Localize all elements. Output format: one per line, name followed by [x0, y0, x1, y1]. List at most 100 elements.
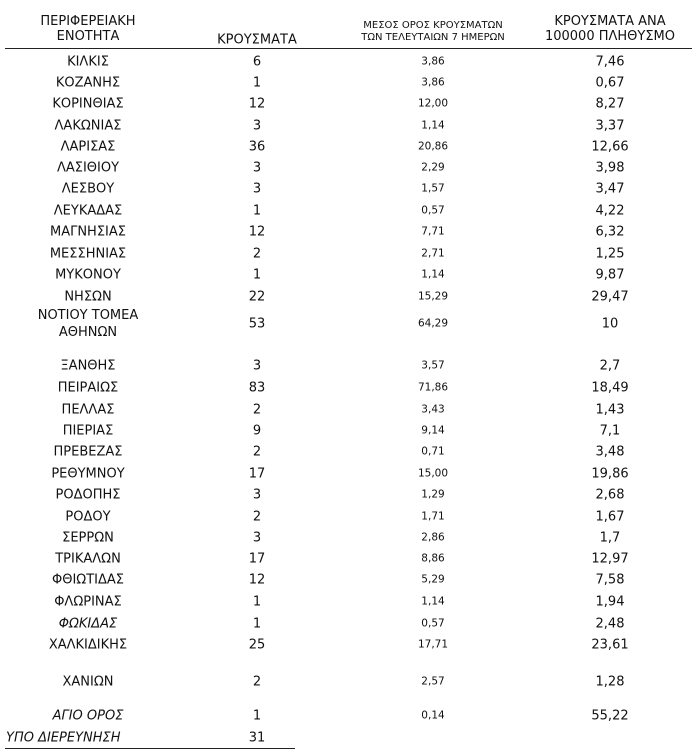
cell: 1,57 [421, 182, 445, 195]
column-header: ΚΡΟΥΣΜΑΤΑ ΑΝΑ 100000 ΠΛΗΘΥΣΜΟ [544, 14, 676, 44]
region-name: ΡΕΘΥΜΝΟΥ [51, 466, 125, 482]
region-name: ΛΕΥΚΑΔΑΣ [53, 203, 123, 219]
cell: 1,43 [595, 402, 625, 418]
region-name: ΜΥΚΟΝΟΥ [55, 267, 121, 283]
cell: 1,94 [595, 594, 625, 610]
cell: 9,14 [421, 424, 445, 437]
region-name: ΛΕΣΒΟΥ [61, 181, 115, 197]
region-name: ΠΕΛΛΑΣ [61, 402, 115, 418]
cell: 2,57 [421, 675, 445, 688]
cell: 0,57 [421, 204, 445, 217]
region-name: ΤΡΙΚΑΛΩΝ [55, 551, 121, 567]
cell: 2,7 [599, 358, 621, 374]
region-name: ΧΑΛΚΙΔΙΚΗΣ [48, 637, 128, 653]
cell: 7,58 [595, 572, 625, 588]
cell: 12 [248, 572, 266, 588]
cell: 20,86 [417, 140, 449, 153]
region-name: ΠΡΕΒΕΖΑΣ [53, 444, 123, 460]
cell: 23,61 [591, 637, 629, 653]
region-name: ΦΩΚΙΔΑΣ [58, 616, 118, 632]
cell: 3,98 [595, 160, 625, 176]
column-header: ΚΡΟΥΣΜΑΤΑ [217, 32, 297, 48]
cell: 22 [248, 289, 266, 305]
region-name: ΡΟΔΟΥ [65, 509, 111, 525]
cell: 3,47 [595, 181, 625, 197]
cell: 7,71 [421, 225, 445, 238]
region-name: ΥΠΟ ΔΙΕΡΕΥΝΗΣΗ [6, 730, 121, 746]
cell: 0,67 [595, 75, 625, 91]
cell: 3 [252, 358, 262, 374]
header-rule [5, 48, 692, 49]
cell: 31 [248, 730, 266, 746]
region-name: ΣΕΡΡΩΝ [62, 530, 114, 546]
cell: 19,86 [591, 466, 629, 482]
cell: 1,28 [595, 674, 625, 690]
cell: 18,49 [591, 380, 629, 396]
cell: 25 [248, 637, 266, 653]
cell: 12 [248, 96, 266, 112]
cell: 3,86 [421, 55, 445, 68]
cell: 6,32 [595, 224, 625, 240]
region-name: ΝΟΤΙΟΥ ΤΟΜΕΑ ΑΘΗΝΩΝ [37, 308, 139, 340]
cell: 12,97 [591, 551, 629, 567]
cell: 3 [252, 118, 262, 134]
cell: 1,29 [421, 488, 445, 501]
cell: 3,57 [421, 359, 445, 372]
cell: 2,86 [421, 531, 445, 544]
cell: 12 [248, 224, 266, 240]
cell: 9,87 [595, 267, 625, 283]
cell: 1 [252, 616, 262, 632]
region-name: ΚΟΡΙΝΘΙΑΣ [52, 96, 124, 112]
region-name: ΠΕΙΡΑΙΩΣ [57, 380, 119, 396]
cell: 3,37 [595, 118, 625, 134]
region-name: ΞΑΝΘΗΣ [60, 358, 116, 374]
region-name: ΛΑΡΙΣΑΣ [60, 139, 116, 155]
region-name: ΠΙΕΡΙΑΣ [62, 423, 114, 439]
cell: 3,86 [421, 76, 445, 89]
cell: 8,27 [595, 96, 625, 112]
cell: 0,57 [421, 617, 445, 630]
cell: 4,22 [595, 203, 625, 219]
cell: 9 [252, 423, 262, 439]
cell: 3 [252, 160, 262, 176]
cell: 2,48 [595, 616, 625, 632]
cell: 15,00 [417, 467, 449, 480]
region-name: ΦΛΩΡΙΝΑΣ [54, 594, 122, 610]
cell: 1 [252, 267, 262, 283]
region-name: ΑΓΙΟ ΟΡΟΣ [52, 708, 124, 724]
cell: 55,22 [591, 708, 629, 724]
cell: 10 [601, 316, 619, 332]
cell: 2,29 [421, 161, 445, 174]
column-header: ΠΕΡΙΦΕΡΕΙΑΚΗ ΕΝΟΤΗΤΑ [40, 14, 136, 44]
cell: 1,71 [421, 510, 445, 523]
cell: 7,1 [599, 423, 621, 439]
cell: 1,25 [595, 246, 625, 262]
region-name: ΜΑΓΝΗΣΙΑΣ [49, 224, 126, 240]
cell: 2 [252, 402, 262, 418]
cell: 1,67 [595, 509, 625, 525]
cell: 2 [252, 674, 262, 690]
cell: 1 [252, 75, 262, 91]
column-header: ΜΕΣΟΣ ΟΡΟΣ ΚΡΟΥΣΜΑΤΩΝ ΤΩΝ ΤΕΛΕΥΤΑΙΩΝ 7 Η… [361, 20, 505, 43]
region-name: ΝΗΣΩΝ [64, 289, 112, 305]
cell: 2 [252, 444, 262, 460]
cell: 2 [252, 246, 262, 262]
region-name: ΚΟΖΑΝΗΣ [55, 75, 121, 91]
region-name: ΛΑΣΙΘΙΟΥ [56, 160, 120, 176]
cell: 3,43 [421, 403, 445, 416]
cell: 1,14 [421, 119, 445, 132]
region-name: ΡΟΔΟΠΗΣ [55, 487, 121, 503]
cell: 5,29 [421, 573, 445, 586]
cell: 2 [252, 509, 262, 525]
cell: 64,29 [417, 317, 449, 330]
cell: 0,71 [421, 445, 445, 458]
cell: 17 [248, 466, 266, 482]
cell: 1 [252, 594, 262, 610]
cell: 12,66 [591, 139, 629, 155]
cell: 3 [252, 181, 262, 197]
region-name: ΧΑΝΙΩΝ [62, 674, 114, 690]
cell: 17 [248, 551, 266, 567]
cell: 1,14 [421, 595, 445, 608]
cell: 1 [252, 203, 262, 219]
